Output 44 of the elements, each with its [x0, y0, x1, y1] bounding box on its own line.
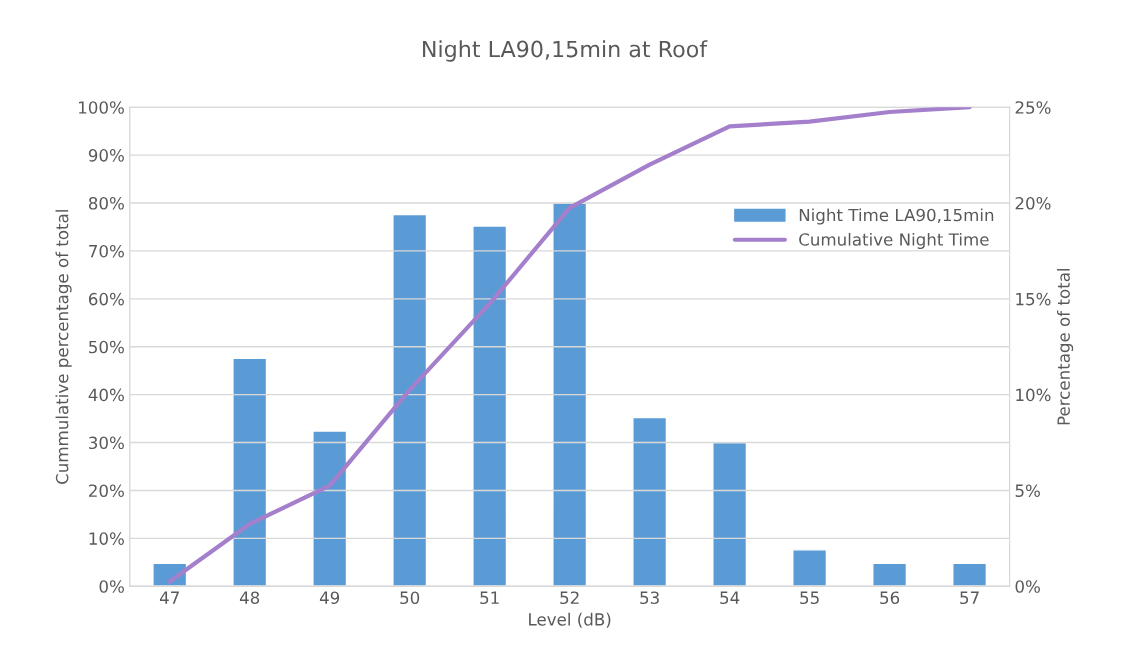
- bar: [792, 549, 828, 587]
- chart-title: Night LA90,15min at Roof: [423, 40, 708, 62]
- y2-tick-label: 10%: [1016, 388, 1051, 402]
- y-tick-label: 0%: [99, 580, 124, 593]
- y2-tick-label: 15%: [1016, 292, 1051, 306]
- bar: [952, 562, 988, 587]
- y-tick-label: 50%: [89, 340, 124, 354]
- bar: [392, 213, 428, 587]
- y-tick-label: 90%: [88, 149, 124, 162]
- y-tick-label: 10%: [89, 532, 124, 545]
- x-tick-label: 51: [480, 591, 499, 605]
- x-tick-label: 52: [560, 591, 579, 605]
- x-tick-label: 53: [640, 591, 659, 605]
- y-tick-label: 70%: [89, 244, 124, 258]
- y2-tick-label: 20%: [1015, 196, 1051, 210]
- y-tick-label: 40%: [88, 388, 124, 402]
- bar: [872, 562, 908, 587]
- legend-label: Cumulative Night Time: [799, 232, 989, 250]
- x-tick-label: 47: [159, 591, 179, 604]
- y-tick-label: 100%: [79, 101, 124, 114]
- y-tick-label: 20%: [89, 484, 124, 498]
- y2-axis-title: Percentage of total: [1057, 269, 1074, 425]
- y-tick-label: 60%: [88, 292, 124, 306]
- y2-tick-label: 25%: [1015, 101, 1051, 114]
- bar: [232, 357, 268, 587]
- y-tick-label: 80%: [88, 196, 124, 210]
- x-tick-label: 54: [720, 591, 740, 605]
- legend-label: Night Time LA90,15min: [799, 208, 994, 225]
- y2-tick-label: 0%: [1015, 580, 1040, 593]
- x-tick-label: 48: [239, 591, 260, 605]
- x-tick-label: 49: [319, 591, 340, 605]
- bar: [712, 441, 748, 587]
- bar: [312, 430, 348, 587]
- y-axis-title: Cummulative percentage of total: [55, 210, 72, 484]
- x-tick-label: 56: [880, 591, 900, 605]
- bar: [472, 225, 508, 587]
- bar: [632, 416, 668, 587]
- x-tick-label: 57: [960, 591, 979, 605]
- x-tick-label: 55: [800, 591, 819, 605]
- bar: [552, 202, 588, 587]
- y-tick-label: 30%: [89, 436, 124, 450]
- x-tick-label: 50: [400, 591, 420, 605]
- x-axis-title: Level (dB): [529, 612, 611, 628]
- y2-tick-label: 5%: [1015, 484, 1040, 498]
